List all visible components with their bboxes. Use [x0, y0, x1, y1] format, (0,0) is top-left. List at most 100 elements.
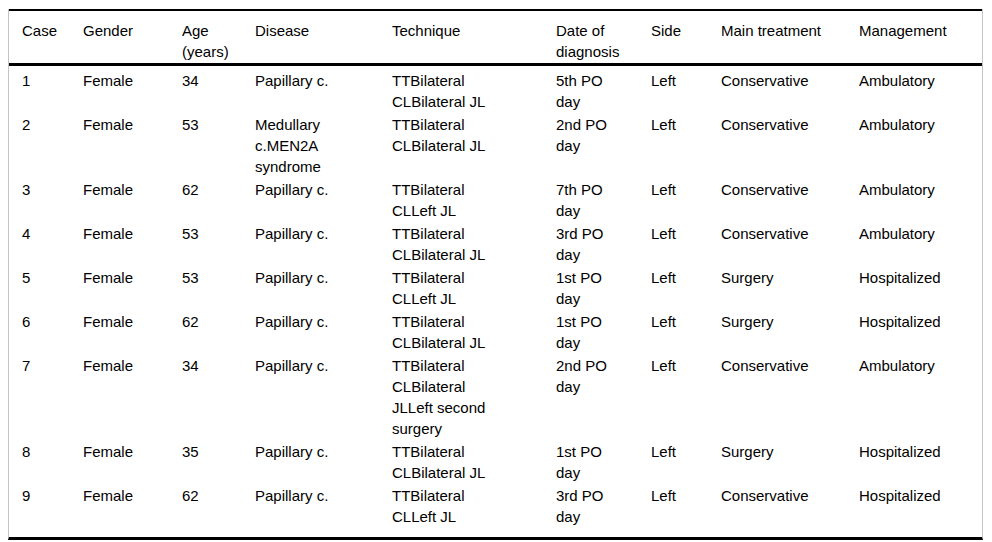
table-cell: Female	[83, 177, 182, 221]
table-row: 4Female53Papillary c.TTBilateral CLBilat…	[9, 221, 982, 265]
table-cell: Surgery	[721, 309, 859, 353]
table-cell: Left	[651, 439, 721, 483]
table-cell: Papillary c.	[255, 65, 392, 113]
column-header: Technique	[392, 10, 556, 65]
table-cell: Left	[651, 65, 721, 113]
table-cell: 1st PO day	[556, 439, 651, 483]
table-cell: Papillary c.	[255, 309, 392, 353]
table-cell: TTBilateral CLLeft JL	[392, 265, 556, 309]
table-cell: 62	[182, 309, 255, 353]
table-row: 1Female34Papillary c.TTBilateral CLBilat…	[9, 65, 982, 113]
column-header: Date of diagnosis	[556, 10, 651, 65]
table-cell: Conservative	[721, 177, 859, 221]
table-cell: 1	[9, 65, 83, 113]
table-cell: Conservative	[721, 483, 859, 527]
table-cell: 1st PO day	[556, 265, 651, 309]
table-row: 6Female62Papillary c.TTBilateral CLBilat…	[9, 309, 982, 353]
table-cell: 5th PO day	[556, 65, 651, 113]
table-cell: 1st PO day	[556, 309, 651, 353]
table-cell: 2	[9, 112, 83, 177]
table-cell: 3rd PO day	[556, 483, 651, 527]
table-cell: Female	[83, 112, 182, 177]
table-cell: 3rd PO day	[556, 221, 651, 265]
table-cell: 7	[9, 353, 83, 439]
cases-table: CaseGenderAge (years)DiseaseTechniqueDat…	[9, 9, 982, 527]
table-cell: 35	[182, 439, 255, 483]
table-header-row: CaseGenderAge (years)DiseaseTechniqueDat…	[9, 10, 982, 65]
table-cell: 34	[182, 353, 255, 439]
table-cell: Surgery	[721, 265, 859, 309]
table-cell: TTBilateral CLBilateral JL	[392, 309, 556, 353]
table-cell: Hospitalized	[859, 265, 982, 309]
table-row: 2Female53Medullary c.MEN2A syndromeTTBil…	[9, 112, 982, 177]
table-cell: Ambulatory	[859, 177, 982, 221]
table-cell: Left	[651, 353, 721, 439]
table-row: 8Female35Papillary c.TTBilateral CLBilat…	[9, 439, 982, 483]
table-cell: Conservative	[721, 65, 859, 113]
table-cell: 53	[182, 265, 255, 309]
table-cell: Ambulatory	[859, 112, 982, 177]
table-cell: Female	[83, 221, 182, 265]
column-header: Disease	[255, 10, 392, 65]
table-cell: Medullary c.MEN2A syndrome	[255, 112, 392, 177]
table-cell: 4	[9, 221, 83, 265]
table-cell: 34	[182, 65, 255, 113]
table-cell: Papillary c.	[255, 483, 392, 527]
table-row: 7Female34Papillary c.TTBilateral CLBilat…	[9, 353, 982, 439]
table-cell: Left	[651, 309, 721, 353]
table-cell: Female	[83, 265, 182, 309]
table-row: 3Female62Papillary c.TTBilateral CLLeft …	[9, 177, 982, 221]
table-cell: TTBilateral CLLeft JL	[392, 177, 556, 221]
table-cell: Left	[651, 265, 721, 309]
table-cell: Female	[83, 65, 182, 113]
table-cell: 2nd PO day	[556, 353, 651, 439]
column-header: Management	[859, 10, 982, 65]
table-cell: Conservative	[721, 112, 859, 177]
table-cell: TTBilateral CLBilateral JL	[392, 439, 556, 483]
table-cell: Left	[651, 221, 721, 265]
table-cell: 6	[9, 309, 83, 353]
table-cell: Papillary c.	[255, 177, 392, 221]
table-cell: Papillary c.	[255, 221, 392, 265]
table-cell: Papillary c.	[255, 439, 392, 483]
table-cell: 53	[182, 112, 255, 177]
table-cell: Ambulatory	[859, 65, 982, 113]
table-cell: 7th PO day	[556, 177, 651, 221]
table-cell: 53	[182, 221, 255, 265]
table-frame: CaseGenderAge (years)DiseaseTechniqueDat…	[8, 9, 983, 540]
column-header: Age (years)	[182, 10, 255, 65]
table-cell: Papillary c.	[255, 353, 392, 439]
table-cell: Female	[83, 439, 182, 483]
column-header: Main treatment	[721, 10, 859, 65]
table-cell: 62	[182, 483, 255, 527]
table-cell: 62	[182, 177, 255, 221]
column-header: Gender	[83, 10, 182, 65]
table-cell: TTBilateral CLBilateral JLLeft second su…	[392, 353, 556, 439]
table-cell: Ambulatory	[859, 221, 982, 265]
table-cell: Surgery	[721, 439, 859, 483]
table-cell: TTBilateral CLLeft JL	[392, 483, 556, 527]
table-cell: Left	[651, 177, 721, 221]
table-cell: TTBilateral CLBilateral JL	[392, 221, 556, 265]
table-cell: Female	[83, 309, 182, 353]
table-cell: Hospitalized	[859, 483, 982, 527]
table-cell: TTBilateral CLBilateral JL	[392, 65, 556, 113]
table-cell: Conservative	[721, 221, 859, 265]
table-body: 1Female34Papillary c.TTBilateral CLBilat…	[9, 65, 982, 528]
column-header: Side	[651, 10, 721, 65]
table-cell: 5	[9, 265, 83, 309]
table-cell: Conservative	[721, 353, 859, 439]
table-cell: Papillary c.	[255, 265, 392, 309]
table-cell: Ambulatory	[859, 353, 982, 439]
table-cell: 2nd PO day	[556, 112, 651, 177]
table-row: 9Female62Papillary c.TTBilateral CLLeft …	[9, 483, 982, 527]
table-row: 5Female53Papillary c.TTBilateral CLLeft …	[9, 265, 982, 309]
table-cell: Hospitalized	[859, 439, 982, 483]
table-cell: 8	[9, 439, 83, 483]
table-cell: 3	[9, 177, 83, 221]
table-cell: Hospitalized	[859, 309, 982, 353]
column-header: Case	[9, 10, 83, 65]
table-cell: Left	[651, 112, 721, 177]
table-cell: Female	[83, 483, 182, 527]
table-cell: TTBilateral CLBilateral JL	[392, 112, 556, 177]
